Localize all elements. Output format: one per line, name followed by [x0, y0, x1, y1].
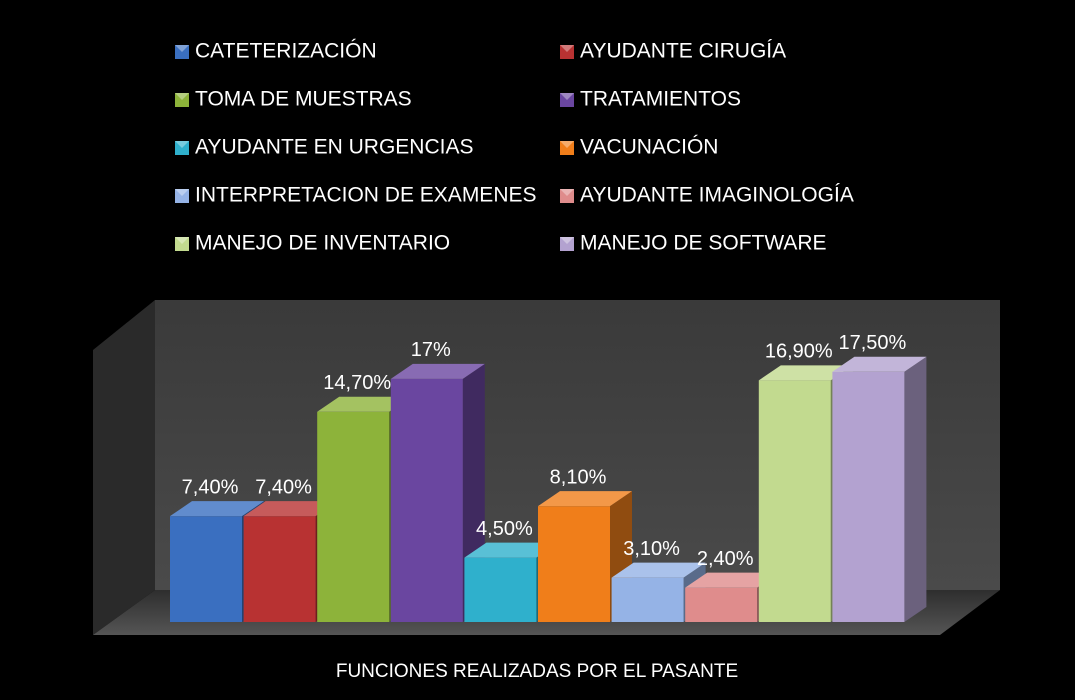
value-label: 14,70%: [323, 372, 391, 394]
value-label: 2,40%: [697, 548, 754, 570]
legend-label: CATETERIZACIÓN: [195, 40, 377, 63]
legend-label: MANEJO DE INVENTARIO: [195, 232, 450, 255]
legend-label: TOMA DE MUESTRAS: [195, 88, 412, 111]
category-label: FUNCIONES REALIZADAS POR EL PASANTE: [336, 661, 738, 682]
value-label: 7,40%: [182, 476, 239, 498]
value-label: 4,50%: [476, 518, 533, 540]
legend-label: VACUNACIÓN: [580, 136, 718, 159]
value-label: 17,50%: [838, 332, 906, 354]
value-label: 17%: [411, 339, 451, 361]
bar-top: [685, 572, 780, 588]
legend-label: AYUDANTE IMAGINOLOGÍA: [580, 184, 854, 207]
legend-marker-shade: [560, 45, 574, 52]
bar: [317, 411, 390, 622]
legend-marker-shade: [175, 237, 189, 244]
legend-marker-shade: [175, 141, 189, 148]
bar: [758, 380, 831, 622]
bar-top: [243, 501, 338, 517]
legend-label: INTERPRETACION DE EXAMENES: [195, 184, 537, 207]
bar-top: [464, 542, 559, 558]
legend-label: MANEJO DE SOFTWARE: [580, 232, 827, 255]
value-label: 3,10%: [623, 538, 680, 560]
value-label: 8,10%: [550, 466, 607, 488]
value-label: 7,40%: [255, 476, 312, 498]
legend-marker-shade: [175, 189, 189, 196]
legend-marker-shade: [560, 189, 574, 196]
bar: [170, 516, 242, 622]
legend-marker-shade: [560, 93, 574, 100]
legend-marker-shade: [560, 141, 574, 148]
bar: [611, 577, 684, 622]
bar-side: [904, 356, 927, 622]
legend-label: AYUDANTE CIRUGÍA: [580, 40, 786, 63]
value-label: 16,90%: [765, 341, 833, 363]
bar-top: [611, 562, 706, 578]
bar-top: [170, 501, 264, 517]
legend-marker-shade: [175, 45, 189, 52]
bar: [390, 378, 463, 622]
bar: [832, 371, 905, 622]
bar-top: [317, 396, 412, 412]
legend-label: TRATAMIENTOS: [580, 88, 741, 111]
bar: [685, 587, 758, 622]
bar-top: [390, 363, 485, 379]
bar-top: [538, 491, 632, 507]
bar: [538, 506, 610, 622]
bar-top: [832, 356, 927, 372]
legend-marker-shade: [560, 237, 574, 244]
legend-label: AYUDANTE EN URGENCIAS: [195, 136, 474, 159]
legend-marker-shade: [175, 93, 189, 100]
side-wall: [93, 300, 155, 635]
bar: [243, 516, 316, 622]
bar: [464, 557, 537, 622]
bar-top: [758, 365, 853, 381]
